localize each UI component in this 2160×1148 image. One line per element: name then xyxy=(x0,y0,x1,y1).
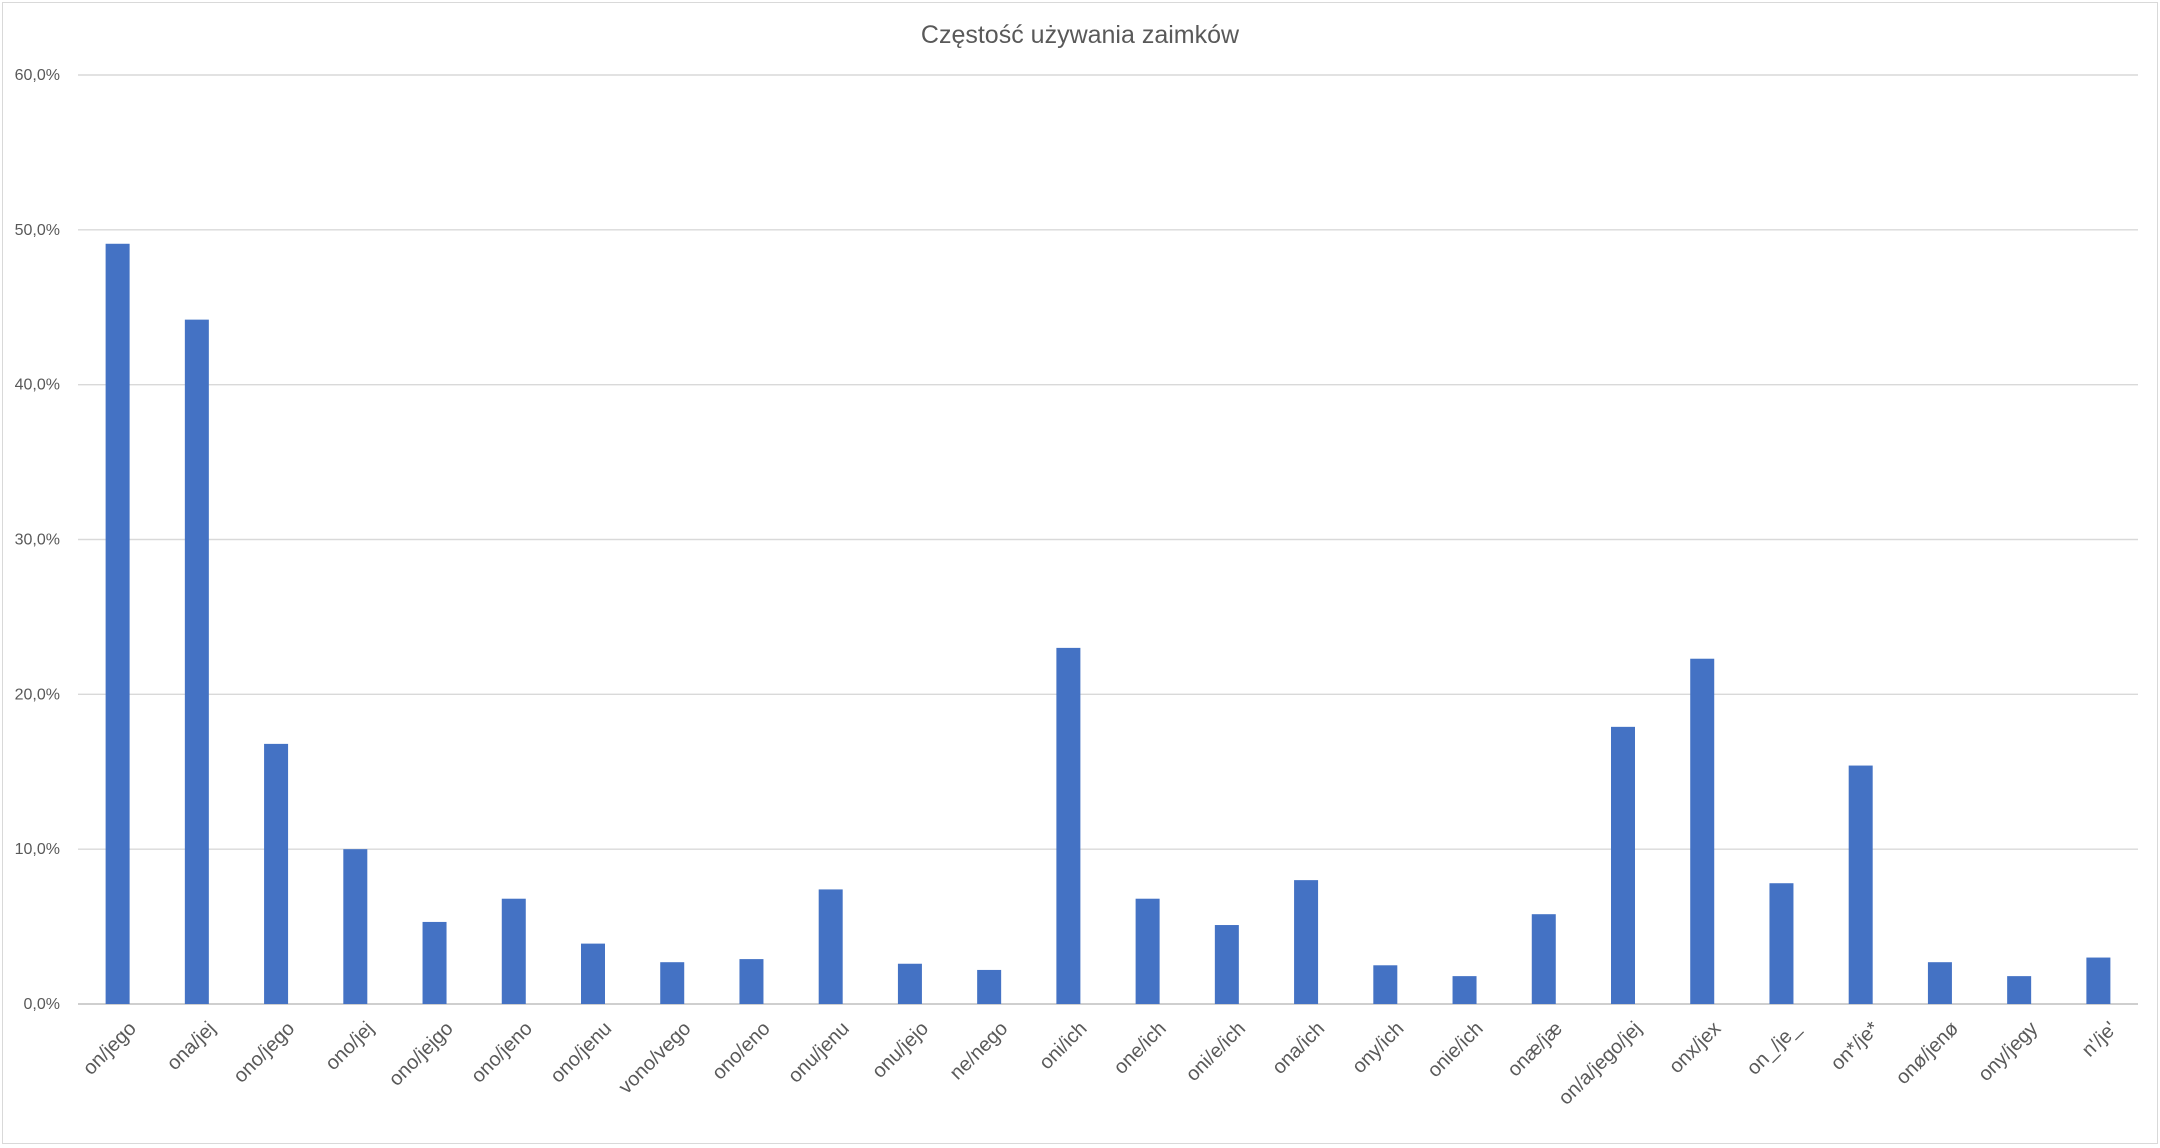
y-tick-label: 0,0% xyxy=(24,996,60,1013)
x-category-label: oni/ich xyxy=(1035,1018,1091,1074)
x-category-label: ono/jego xyxy=(229,1018,299,1088)
x-category-label: ono/jejgo xyxy=(385,1018,458,1091)
bar xyxy=(1294,880,1319,1004)
bar xyxy=(1531,914,1556,1004)
bar xyxy=(501,898,526,1004)
bar xyxy=(897,963,922,1004)
y-axis-tick-labels: 0,0% 10,0% 20,0% 30,0% 40,0% 50,0% 60,0% xyxy=(15,67,60,1013)
x-category-label: one/ich xyxy=(1110,1018,1171,1079)
bar xyxy=(818,889,843,1004)
bar xyxy=(739,959,764,1004)
bar xyxy=(343,849,368,1004)
x-category-label: ono/eno xyxy=(708,1018,775,1085)
bar xyxy=(264,743,289,1004)
x-category-label: onx/jex xyxy=(1665,1018,1725,1078)
bar xyxy=(1056,647,1081,1004)
x-category-label: ona/jej xyxy=(163,1018,220,1075)
bar xyxy=(1611,726,1635,1004)
gridlines xyxy=(78,74,2138,1005)
bar xyxy=(1927,962,1952,1004)
x-category-label: onu/jejo xyxy=(868,1018,933,1083)
bar xyxy=(2086,957,2111,1004)
bars xyxy=(105,243,2111,1005)
x-category-label: on/jego xyxy=(79,1018,141,1080)
bar xyxy=(422,921,447,1004)
x-category-label: on/a/jego/jej xyxy=(1554,1018,1646,1110)
bar xyxy=(977,969,1002,1004)
y-tick-label: 10,0% xyxy=(15,841,60,858)
x-category-label: on_/je_ xyxy=(1743,1017,1806,1080)
x-category-label: vono/vego xyxy=(615,1018,696,1099)
bar xyxy=(184,319,209,1004)
x-category-label: onæ/jæ xyxy=(1503,1018,1567,1082)
x-category-label: ono/jeno xyxy=(467,1018,537,1088)
y-tick-label: 60,0% xyxy=(15,67,60,84)
x-category-label: onu/jenu xyxy=(784,1018,854,1088)
bar xyxy=(2007,976,2032,1004)
bar xyxy=(660,962,685,1004)
x-category-label: ona/ich xyxy=(1268,1018,1329,1079)
bar xyxy=(1135,898,1160,1004)
bar xyxy=(1214,925,1239,1004)
bar xyxy=(1769,883,1794,1004)
y-tick-label: 40,0% xyxy=(15,377,60,394)
x-axis-category-labels: on/jego ona/jej ono/jego ono/jej ono/jejgo on… xyxy=(79,1017,2122,1109)
x-category-label: onø/jenø xyxy=(1892,1018,1963,1089)
x-category-label: ne/nego xyxy=(946,1018,1013,1085)
y-tick-label: 30,0% xyxy=(15,532,60,549)
x-category-label: ono/jej xyxy=(321,1018,378,1075)
x-category-label: ony/ich xyxy=(1348,1018,1408,1078)
bar xyxy=(1848,765,1873,1004)
bar xyxy=(1373,965,1398,1004)
chart-title: Częstość używania zaimków xyxy=(921,21,1240,49)
bar xyxy=(1452,976,1477,1004)
y-tick-label: 50,0% xyxy=(15,222,60,239)
bar xyxy=(105,243,130,1005)
x-category-label: oni/e/ich xyxy=(1182,1018,1250,1086)
bar xyxy=(1690,658,1715,1004)
x-category-label: ono/jenu xyxy=(546,1018,616,1088)
x-category-label: onie/ich xyxy=(1423,1018,1487,1082)
x-category-label: on*/je* xyxy=(1827,1017,1884,1074)
bar xyxy=(581,943,605,1004)
x-category-label: ony/jegy xyxy=(1974,1018,2042,1086)
x-category-label: n'/je' xyxy=(2078,1018,2122,1062)
y-tick-label: 20,0% xyxy=(15,686,60,703)
